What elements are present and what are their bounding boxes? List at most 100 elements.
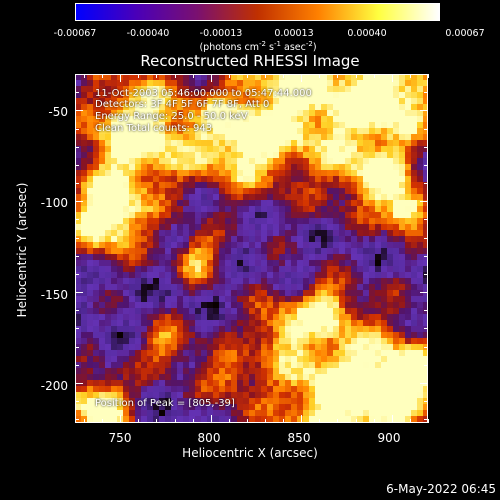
colorbar-tick-label: 0.00040 [347, 28, 387, 39]
axis-tick [424, 74, 428, 75]
axis-tick [265, 74, 267, 78]
axis-tick [75, 110, 83, 112]
axis-tick [424, 237, 428, 239]
x-tick-label: 750 [108, 431, 132, 445]
axis-tick [75, 310, 79, 312]
rhessi-image: 11-Oct-2003 05:46:00.000 to 05:47:44.000… [75, 74, 428, 423]
axis-tick [75, 401, 79, 403]
axis-tick [75, 419, 79, 421]
axis-tick [246, 74, 248, 78]
colorbar-tick-label: -0.00040 [126, 28, 170, 39]
axis-tick [283, 419, 285, 423]
axis-tick [301, 74, 303, 82]
axis-tick [301, 415, 303, 423]
colorbar-unit-label: (photons cm-2 s-1 asec-2) [199, 40, 317, 54]
axis-tick [84, 74, 86, 78]
x-tick-label: 900 [377, 431, 401, 445]
axis-tick [75, 183, 79, 185]
axis-tick [120, 415, 122, 423]
y-tick-label: -150 [40, 288, 68, 302]
axis-tick [424, 146, 428, 148]
y-tick-label: -100 [40, 196, 68, 210]
axis-tick [75, 383, 83, 384]
axis-tick [424, 328, 428, 330]
axis-tick [75, 255, 79, 257]
axis-tick [210, 415, 212, 423]
axis-tick [75, 146, 79, 148]
axis-tick [337, 74, 339, 78]
axis-tick [355, 419, 357, 423]
axis-tick [420, 110, 428, 112]
axis-tick [102, 74, 104, 78]
axis-tick [75, 201, 83, 203]
energy-range-annotation: Energy Range: 25.0 - 50.0 keV [95, 111, 248, 122]
axis-tick [228, 419, 230, 423]
axis-tick [424, 219, 428, 221]
axis-tick [409, 419, 411, 423]
axis-tick [420, 292, 428, 294]
axis-tick [424, 273, 428, 275]
axis-tick [75, 292, 83, 294]
axis-tick [391, 415, 393, 423]
axis-tick [355, 74, 357, 78]
axis-tick [424, 92, 428, 94]
axis-tick [192, 74, 194, 78]
axis-tick [319, 74, 321, 78]
axis-tick [283, 74, 285, 78]
axis-tick [156, 419, 158, 423]
axis-tick [428, 419, 429, 423]
axis-tick [228, 74, 230, 78]
rhessi-image-svg [75, 74, 428, 423]
axis-tick [102, 419, 104, 423]
axis-tick [424, 128, 428, 130]
axis-tick [75, 237, 79, 239]
axis-tick [424, 183, 428, 185]
axis-tick [120, 74, 122, 82]
axis-tick [75, 328, 79, 330]
axis-tick [424, 419, 428, 421]
colorbar [75, 3, 440, 21]
axis-tick [174, 74, 176, 78]
axis-tick [138, 419, 140, 423]
peak-position-annotation: Position of Peak = [805,-39] [95, 398, 235, 409]
axis-tick [75, 346, 79, 348]
time-range-annotation: 11-Oct-2003 05:46:00.000 to 05:47:44.000 [95, 88, 312, 99]
y-tick-label: -200 [40, 379, 68, 393]
x-tick-label: 800 [197, 431, 221, 445]
axis-tick [424, 164, 428, 166]
axis-tick [424, 346, 428, 348]
axis-tick [424, 310, 428, 312]
axis-tick [319, 419, 321, 423]
axis-tick [75, 92, 79, 94]
axis-tick [75, 219, 79, 221]
axis-tick [373, 74, 375, 78]
axis-tick [420, 201, 428, 203]
detectors-annotation: Detectors: 3F 4F 5F 6F 7F 8F, Att 0 [95, 99, 270, 110]
axis-tick [192, 419, 194, 423]
image-title: Reconstructed RHESSI Image [140, 52, 360, 70]
axis-tick [420, 383, 428, 384]
colorbar-tick-label: 0.00067 [445, 28, 485, 39]
axis-tick [424, 255, 428, 257]
axis-tick [373, 419, 375, 423]
axis-tick [75, 273, 79, 275]
y-axis-label: Heliocentric Y (arcsec) [15, 182, 29, 318]
colorbar-tick-label: 0.00013 [274, 28, 314, 39]
x-axis-label: Heliocentric X (arcsec) [182, 446, 318, 460]
axis-tick [246, 419, 248, 423]
axis-tick [75, 128, 79, 130]
axis-tick [156, 74, 158, 78]
axis-tick [409, 74, 411, 78]
axis-tick [337, 419, 339, 423]
axis-tick [138, 74, 140, 78]
x-tick-label: 850 [287, 431, 311, 445]
axis-tick [75, 364, 79, 366]
datestamp: 6-May-2022 06:45 [386, 482, 496, 496]
axis-tick [424, 401, 428, 403]
axis-tick [424, 364, 428, 366]
axis-tick [75, 74, 79, 75]
axis-tick [174, 419, 176, 423]
y-tick-label: -50 [48, 105, 68, 119]
axis-tick [265, 419, 267, 423]
axis-tick [391, 74, 393, 82]
